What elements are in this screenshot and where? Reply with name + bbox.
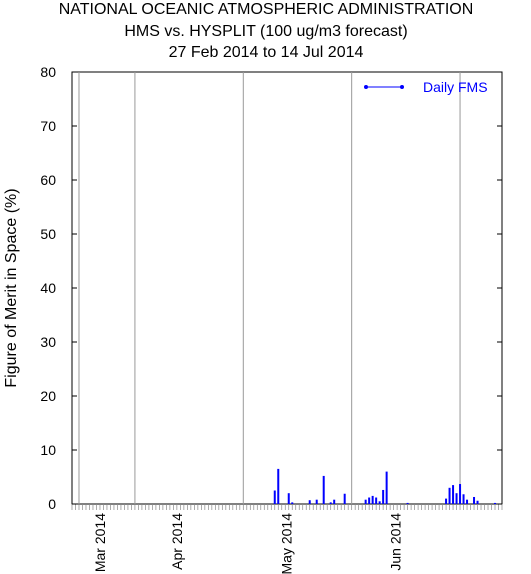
plot-frame — [71, 71, 503, 505]
bar — [291, 502, 294, 504]
bar — [494, 502, 497, 504]
bar — [378, 501, 381, 504]
bar — [273, 490, 276, 504]
date-range: 27 Feb 2014 to 14 Jul 2014 — [169, 44, 364, 61]
bar — [452, 485, 455, 504]
x-tick-label: Apr 2014 — [169, 513, 185, 570]
y-tick-label: 60 — [40, 172, 56, 188]
bar — [364, 499, 367, 504]
y-tick-label: 80 — [40, 64, 56, 80]
bar — [368, 497, 371, 504]
y-tick-label: 70 — [40, 118, 56, 134]
bar — [473, 496, 476, 504]
x-tick-label: Jun 2014 — [388, 513, 404, 571]
bar — [371, 495, 374, 504]
bar — [277, 468, 280, 504]
bar — [406, 502, 409, 504]
bar — [333, 499, 336, 504]
bar — [462, 494, 465, 504]
bar — [315, 499, 318, 504]
y-tick-label: 30 — [40, 334, 56, 350]
chart-title: NATIONAL OCEANIC ATMOSPHERIC ADMINISTRAT… — [59, 1, 474, 18]
bar — [308, 500, 311, 504]
y-tick-label: 0 — [48, 496, 56, 512]
bar — [385, 471, 388, 504]
x-tick-label: May 2014 — [279, 513, 295, 574]
bar — [382, 489, 385, 504]
bar — [476, 500, 479, 504]
y-tick-label: 20 — [40, 388, 56, 404]
legend-marker — [400, 85, 404, 89]
bar — [445, 498, 448, 504]
bar — [329, 502, 332, 504]
bar — [448, 487, 451, 504]
bar — [322, 475, 325, 504]
y-axis-label: Figure of Merit in Space (%) — [3, 188, 20, 387]
x-tick-label: Mar 2014 — [92, 513, 108, 572]
bar — [466, 499, 469, 504]
legend-label: Daily FMS — [423, 79, 488, 95]
chart-subtitle: HMS vs. HYSPLIT (100 ug/m3 forecast) — [124, 23, 407, 40]
y-tick-label: 10 — [40, 442, 56, 458]
y-tick-label: 50 — [40, 226, 56, 242]
bar — [287, 493, 290, 504]
bar — [343, 493, 346, 504]
y-tick-label: 40 — [40, 280, 56, 296]
bar — [375, 497, 378, 504]
bar — [455, 493, 458, 504]
legend-marker — [364, 85, 368, 89]
bar — [459, 484, 462, 504]
